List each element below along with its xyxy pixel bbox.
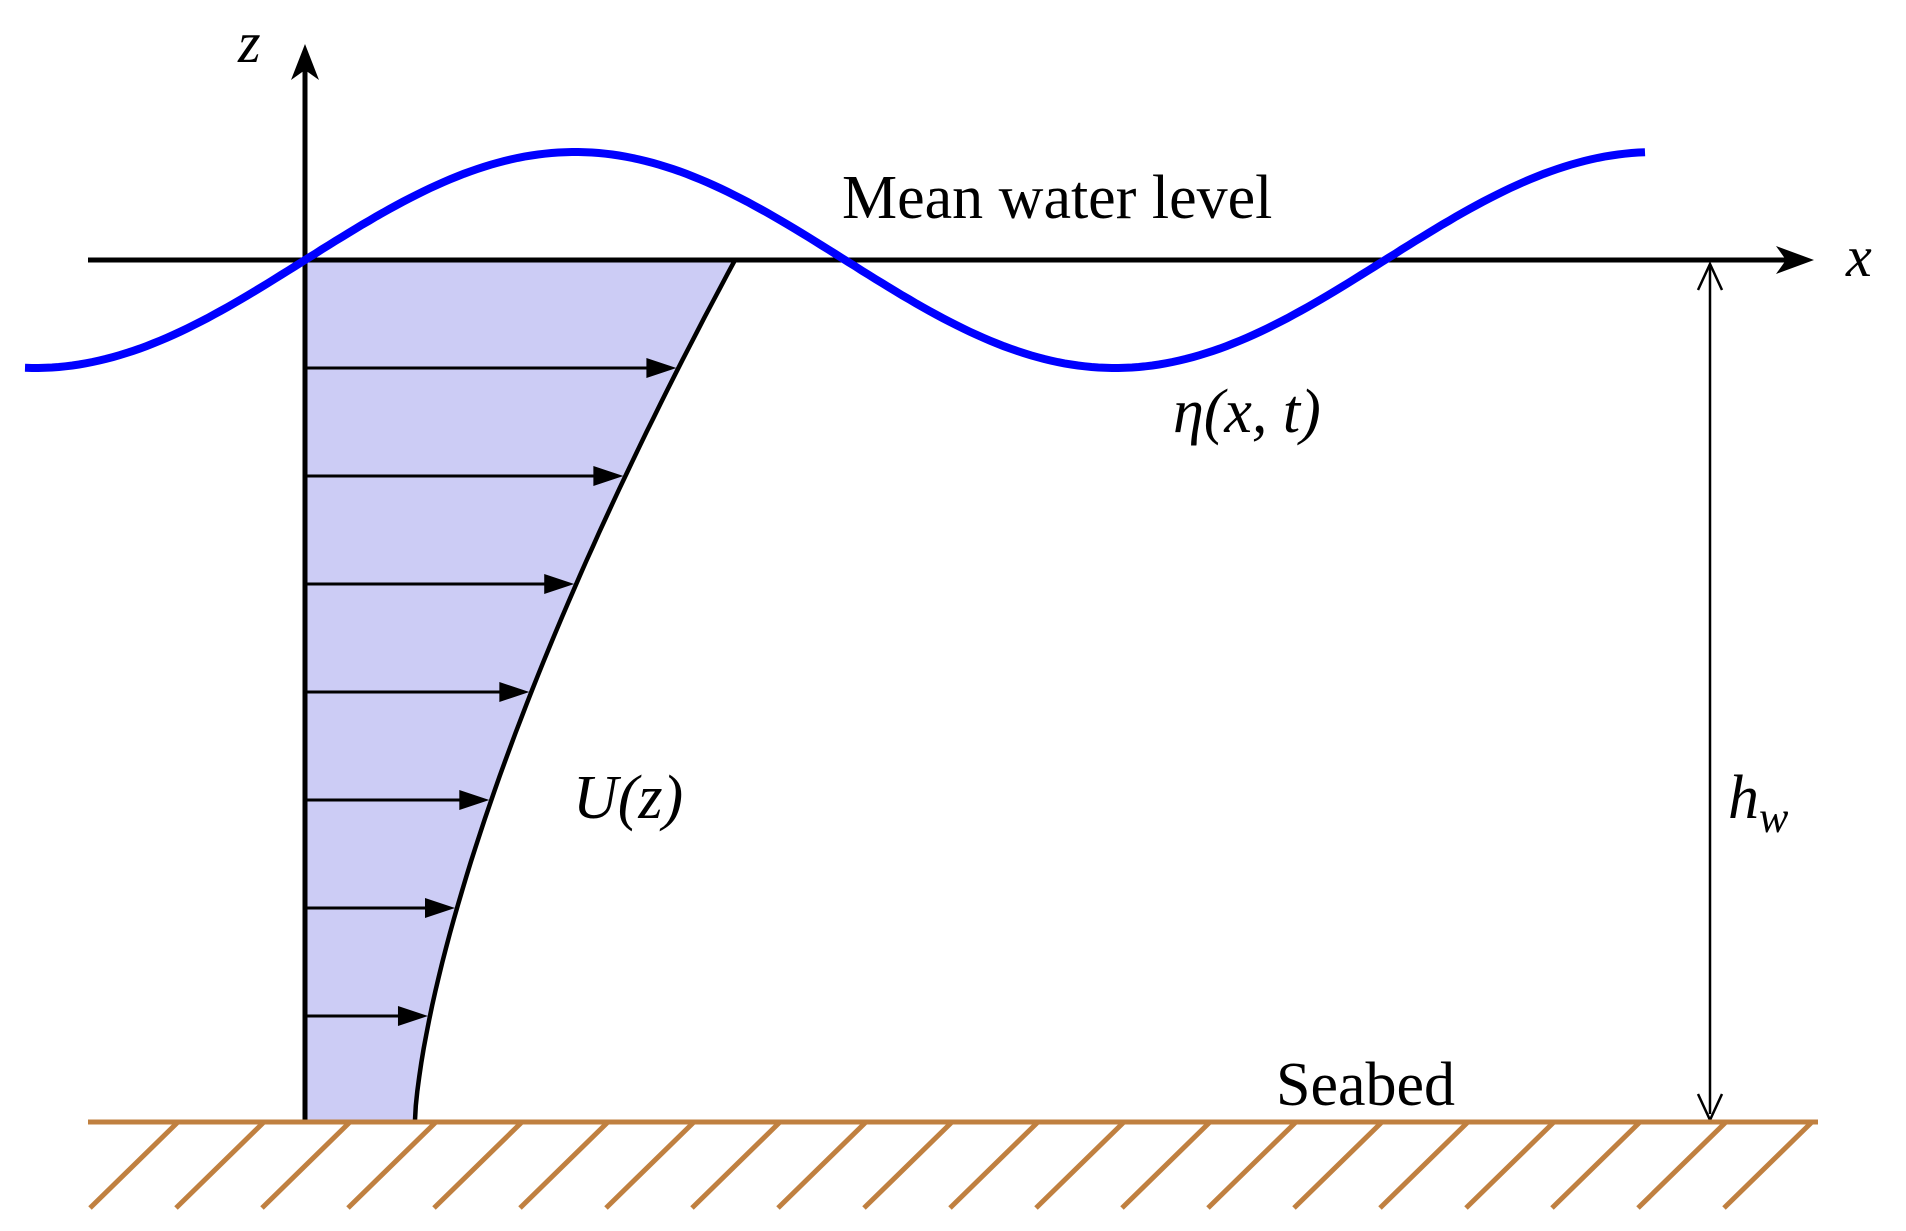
seabed-hatch-line: [776, 1120, 868, 1210]
velocity-arrows: [305, 358, 677, 1026]
velocity-arrow: [305, 1006, 428, 1026]
seabed-hatch-line: [862, 1120, 954, 1210]
z-axis-arrowhead: [291, 44, 319, 80]
seabed-hatch-line: [432, 1120, 524, 1210]
x-axis-label: x: [1845, 224, 1872, 289]
depth-dimension-top-arrowhead: [1696, 261, 1724, 291]
seabed-hatch-line: [1464, 1120, 1556, 1210]
seabed-hatch-line: [1722, 1120, 1814, 1210]
seabed-hatch-line: [1636, 1120, 1728, 1210]
seabed-hatch-line: [948, 1120, 1040, 1210]
mean-water-level-label: Mean water level: [842, 164, 1272, 232]
velocity-arrow: [305, 682, 530, 702]
seabed-hatch-line: [1120, 1120, 1212, 1210]
seabed-label: Seabed: [1276, 1051, 1455, 1119]
velocity-arrow: [305, 790, 490, 810]
z-axis-label: z: [237, 10, 261, 75]
seabed-hatch-line: [518, 1120, 610, 1210]
seabed-hatch-line: [88, 1120, 180, 1210]
seabed-hatch-line: [1550, 1120, 1642, 1210]
seabed-hatching: [88, 1120, 1814, 1210]
x-axis-arrowhead: [1776, 246, 1814, 274]
wave-surface-curve: [24, 148, 1646, 372]
water-depth-main: h: [1728, 764, 1759, 832]
velocity-arrow: [305, 466, 624, 486]
seabed-hatch-line: [1034, 1120, 1126, 1210]
velocity-arrow: [305, 574, 575, 594]
seabed-hatch-line: [1206, 1120, 1298, 1210]
surface-elevation-label: η(x, t): [1173, 378, 1321, 446]
water-depth-subscript: w: [1759, 793, 1789, 842]
seabed-hatch-line: [260, 1120, 352, 1210]
seabed-hatch-line: [346, 1120, 438, 1210]
current-profile-curve: [412, 258, 737, 1121]
velocity-arrow: [305, 358, 677, 378]
velocity-arrow: [305, 898, 456, 918]
seabed-hatch-line: [174, 1120, 266, 1210]
water-depth-label: hw: [1728, 764, 1789, 842]
seabed-hatch-line: [1378, 1120, 1470, 1210]
seabed-hatch-line: [690, 1120, 782, 1210]
seabed-hatch-line: [1292, 1120, 1384, 1210]
seabed-hatch-line: [604, 1120, 696, 1210]
current-profile-label: U(z): [573, 764, 683, 832]
